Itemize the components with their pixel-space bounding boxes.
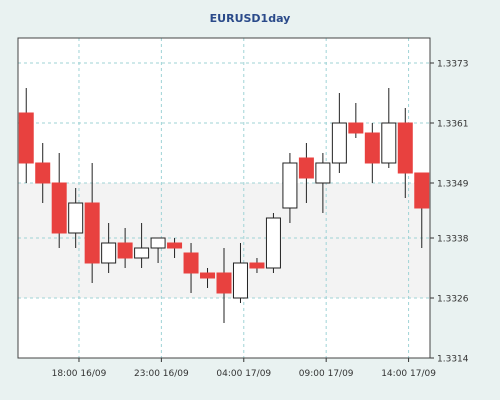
y-tick-label: 1.3314 [437,355,469,365]
x-tick-label: 04:00 17/09 [216,369,271,379]
candle [298,143,314,203]
y-tick-label: 1.3349 [437,180,469,190]
candle [117,228,133,268]
candle-body-down [348,122,364,134]
candle-body-down [117,242,133,259]
candle-body-down [35,162,51,184]
candle-body-down [249,262,265,269]
candle [101,223,117,273]
candle [183,243,199,293]
candle [364,123,380,183]
y-tick-label: 1.3361 [437,120,469,130]
candle-body-down [414,172,430,209]
candle-body-up [134,247,150,259]
candle-body-down [216,272,232,294]
plot-band [18,63,430,123]
candle-body-down [51,182,67,234]
candle [232,243,248,303]
candle-body-up [232,262,248,299]
candle-body-down [84,202,100,264]
candle [68,188,84,248]
candle-body-down [364,132,380,164]
candle [18,88,34,183]
candle [216,248,232,323]
x-tick-label: 14:00 17/09 [381,369,436,379]
candle [84,163,100,283]
candle [282,153,298,223]
x-tick-label: 09:00 17/09 [299,369,354,379]
candle-body-up [282,162,298,209]
candle-body-down [298,157,314,179]
candle [265,213,281,273]
x-tick-label: 18:00 16/09 [52,369,107,379]
y-tick-label: 1.3326 [437,295,469,305]
candle-body-down [18,112,34,164]
candle [331,93,347,173]
candle [150,237,166,263]
y-tick-label: 1.3338 [437,235,469,245]
candle-body-down [183,252,199,274]
candle [167,238,183,258]
candle-body-up [101,242,117,264]
candle-body-up [331,122,347,164]
candle [134,223,150,268]
candle [414,172,430,248]
plot-border [17,37,431,359]
y-tick-label: 1.3373 [437,60,469,70]
candle [397,108,413,198]
candle [200,268,216,288]
plot-band [18,38,430,63]
candle-body-down [397,122,413,174]
candle [315,153,331,213]
candle-body-up [265,217,281,269]
candle-body-down [200,272,216,279]
candle-body-up [381,122,397,164]
x-tick-label: 23:00 16/09 [134,369,189,379]
candle [348,103,364,138]
candle [249,258,265,273]
candle-body-up [150,237,166,249]
chart-title: EURUSD1day [209,12,291,25]
candle [35,143,51,203]
candle-body-up [68,202,84,234]
candle [381,88,397,168]
candle-body-down [167,242,183,249]
candle [51,153,67,248]
candle-body-up [315,162,331,184]
